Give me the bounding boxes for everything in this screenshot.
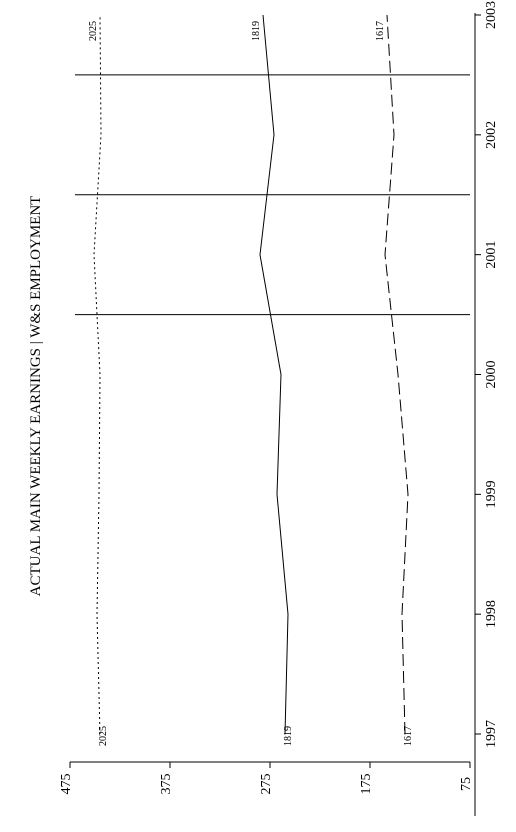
time-tick-label: 2001 (484, 241, 499, 269)
time-tick-label: 2003 (484, 1, 499, 29)
value-tick-label: 375 (159, 774, 174, 795)
series-line-1819 (259, 14, 289, 735)
series-end-label: 2025 (88, 21, 99, 41)
time-tick-label: 2000 (484, 361, 499, 389)
series-end-label: 1819 (251, 21, 262, 41)
value-tick-label: 475 (59, 774, 74, 795)
time-tick-label: 1998 (484, 600, 499, 628)
time-tick-label: 2002 (484, 121, 499, 149)
series-start-label: 1819 (283, 726, 294, 746)
time-tick-label: 1999 (484, 480, 499, 508)
chart-title: ACTUAL MAIN WEEKLY EARNINGS | W&S EMPLOY… (28, 196, 44, 597)
reference-lines-group (75, 74, 470, 316)
series-start-label: 1617 (403, 726, 414, 746)
series-start-label: 2025 (98, 726, 109, 746)
value-tick-label: 175 (359, 774, 374, 795)
series-group: 2025 2025 1819 1819 1617 1617 (88, 14, 414, 746)
ticks-group: 1997 1998 1999 2000 2001 2002 2003 475 375 275 175… (59, 1, 499, 795)
value-tick-label: 75 (459, 777, 474, 791)
value-tick-label: 275 (259, 774, 274, 795)
series-line-1617 (384, 14, 409, 735)
time-tick-label: 1997 (484, 720, 499, 748)
series-line-2025 (93, 14, 102, 735)
series-end-label: 1617 (375, 21, 386, 41)
